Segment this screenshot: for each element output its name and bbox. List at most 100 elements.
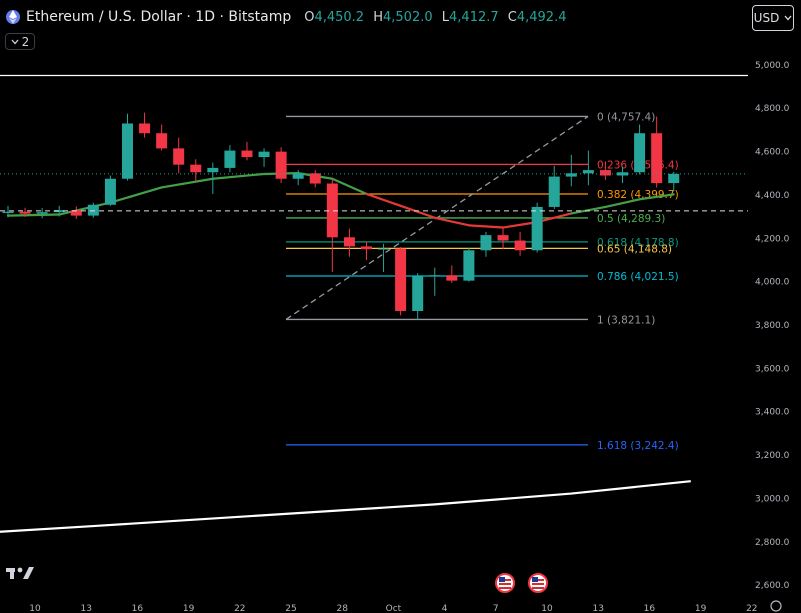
- price-tick-label: 4,000.0: [755, 278, 790, 288]
- currency-selector[interactable]: USD: [752, 5, 794, 31]
- candle-body[interactable]: [70, 210, 82, 216]
- price-tick-label: 3,200.0: [755, 451, 790, 461]
- price-tick-label: 2,800.0: [755, 538, 790, 548]
- low-key: L: [441, 9, 450, 25]
- price-tick-label: 3,600.0: [755, 364, 790, 374]
- short-ma-segment: [109, 186, 163, 204]
- currency-label: USD: [753, 11, 780, 25]
- fib-level-label: 1.618 (3,242.4): [597, 440, 679, 452]
- chevron-down-icon: [11, 39, 19, 44]
- candle-body[interactable]: [156, 133, 168, 149]
- close-key: C: [507, 9, 517, 25]
- candle-body[interactable]: [275, 151, 287, 179]
- fib-level-label: 0.786 (4,021.5): [597, 271, 679, 283]
- ethereum-icon: [6, 10, 20, 24]
- candle-body[interactable]: [582, 170, 594, 174]
- time-tick-label: 13: [80, 604, 91, 613]
- price-tick-label: 3,400.0: [755, 408, 790, 418]
- short-ma-segment: [365, 192, 402, 207]
- price-axis-background[interactable]: [748, 0, 801, 613]
- candle-body[interactable]: [395, 248, 407, 311]
- time-tick-label: 19: [695, 604, 707, 613]
- tradingview-logo[interactable]: [6, 565, 38, 585]
- candle-body[interactable]: [599, 170, 611, 176]
- indicators-toggle[interactable]: 2: [5, 33, 35, 50]
- time-axis[interactable]: 10 13 16 19 22 25 28 Oct 4 7 10 13 16 19 22: [29, 600, 782, 613]
- short-ma-segment: [467, 224, 505, 229]
- short-ma-segment: [501, 221, 539, 229]
- candle-body[interactable]: [412, 276, 424, 311]
- time-tick-label: 13: [592, 604, 603, 613]
- candle-body[interactable]: [531, 206, 543, 251]
- candle-body[interactable]: [446, 275, 458, 281]
- price-tick-label: 3,000.0: [755, 494, 790, 504]
- candle-body[interactable]: [53, 210, 65, 213]
- candle-body[interactable]: [429, 275, 441, 277]
- candle-body[interactable]: [617, 172, 629, 176]
- candle-body[interactable]: [360, 246, 372, 250]
- price-tick-label: 3,800.0: [755, 321, 790, 331]
- candle-body[interactable]: [463, 250, 475, 281]
- time-tick-label: 10: [541, 604, 553, 613]
- candle-body[interactable]: [309, 173, 321, 184]
- candle-body[interactable]: [378, 248, 390, 250]
- candle-body[interactable]: [292, 173, 304, 179]
- long-moving-average: [0, 480, 691, 533]
- candle-body[interactable]: [241, 150, 253, 158]
- fibonacci-retracement[interactable]: 0 (4,757.4)0.236 (4,536.4)0.382 (4,399.7…: [285, 111, 679, 452]
- candle-body[interactable]: [173, 148, 185, 165]
- candle-body[interactable]: [480, 235, 492, 251]
- us-economic-event-icon[interactable]: [495, 573, 515, 593]
- candle-body[interactable]: [326, 183, 338, 238]
- candle-body[interactable]: [2, 211, 14, 214]
- event-markers[interactable]: [495, 573, 548, 593]
- short-ma-segment: [160, 177, 214, 189]
- candle-body[interactable]: [36, 212, 48, 214]
- candle-body[interactable]: [139, 123, 151, 134]
- price-tick-label: 4,600.0: [755, 148, 790, 158]
- candle-body[interactable]: [19, 211, 31, 214]
- short-ma-segment: [638, 193, 675, 201]
- ohlc-values: O4,450.2 H4,502.0 L4,412.7 C4,492.4: [299, 10, 566, 25]
- candle-body[interactable]: [634, 133, 646, 173]
- candlestick-series[interactable]: [2, 112, 680, 320]
- flag-part: [532, 587, 544, 589]
- us-economic-event-icon[interactable]: [528, 573, 548, 593]
- price-tick-label: 2,600.0: [755, 581, 790, 591]
- time-tick-label: 4: [442, 604, 448, 613]
- candle-body[interactable]: [651, 133, 663, 184]
- long-ma-line: [0, 480, 691, 533]
- tradingview-logo-icon: [6, 567, 34, 579]
- candle-body[interactable]: [190, 164, 202, 173]
- flag-part: [499, 587, 511, 589]
- candle-body[interactable]: [548, 176, 560, 207]
- candle-body[interactable]: [668, 173, 680, 184]
- flag-part: [532, 577, 538, 582]
- candle-body[interactable]: [565, 173, 577, 177]
- candle-body[interactable]: [514, 240, 526, 251]
- candle-body[interactable]: [87, 204, 99, 216]
- high-value: 4,502.0: [383, 9, 433, 25]
- fib-level-label: 0.5 (4,289.3): [597, 213, 665, 225]
- candle-body[interactable]: [497, 235, 509, 241]
- short-moving-average: [6, 172, 675, 229]
- settings-gear-icon[interactable]: [770, 600, 782, 612]
- price-axis[interactable]: 5,000.0 4,800.0 4,600.0 4,400.0 4,200.0 4,000…: [748, 0, 801, 613]
- symbol-title[interactable]: Ethereum / U.S. Dollar · 1D · Bitstamp: [26, 9, 292, 25]
- low-value: 4,412.7: [449, 9, 499, 25]
- time-tick-label: 25: [285, 604, 296, 613]
- time-tick-label: 10: [29, 604, 41, 613]
- candle-body[interactable]: [343, 237, 355, 247]
- time-tick-label: 19: [183, 604, 195, 613]
- candle-body[interactable]: [258, 151, 270, 158]
- candle-body[interactable]: [104, 178, 116, 205]
- price-tick-label: 4,800.0: [755, 104, 790, 114]
- fib-level-label: 0.382 (4,399.7): [597, 189, 679, 201]
- open-value: 4,450.2: [314, 9, 365, 25]
- candle-body[interactable]: [207, 167, 219, 173]
- fib-level-label: 0.618 (4,178.8): [597, 237, 679, 249]
- candle-body[interactable]: [121, 123, 133, 179]
- time-tick-label: 16: [132, 604, 144, 613]
- candle-body[interactable]: [224, 150, 236, 168]
